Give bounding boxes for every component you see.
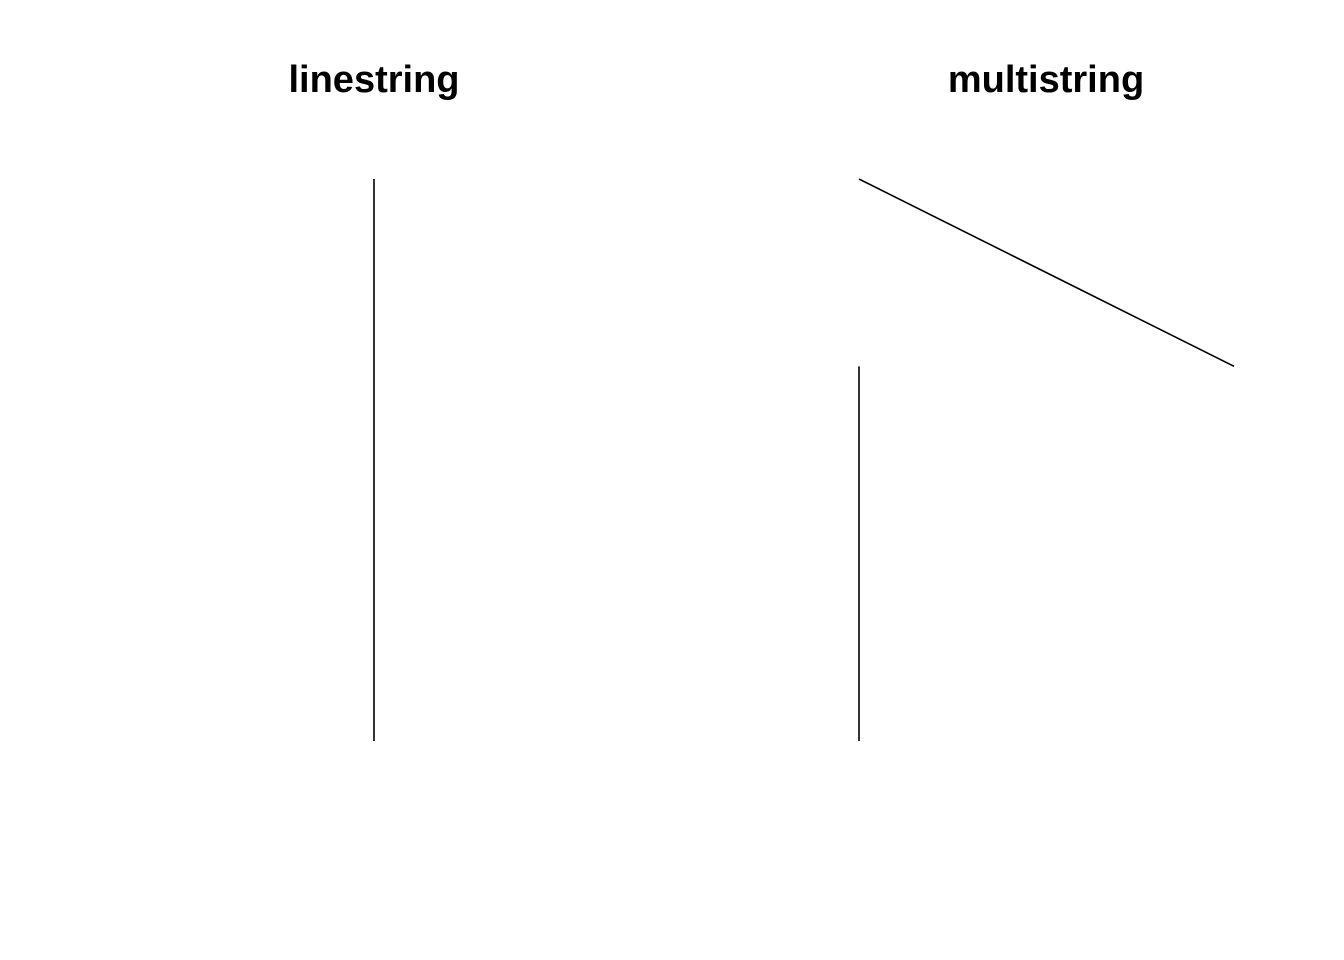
multistring-panel: multistring: [672, 0, 1344, 960]
multistring-title: multistring: [947, 59, 1145, 101]
multistring-line-2: [858, 178, 1235, 368]
linestring-panel: linestring: [288, 59, 459, 101]
linestring-title: linestring: [288, 59, 460, 101]
multistring-marks: [858, 178, 1235, 741]
